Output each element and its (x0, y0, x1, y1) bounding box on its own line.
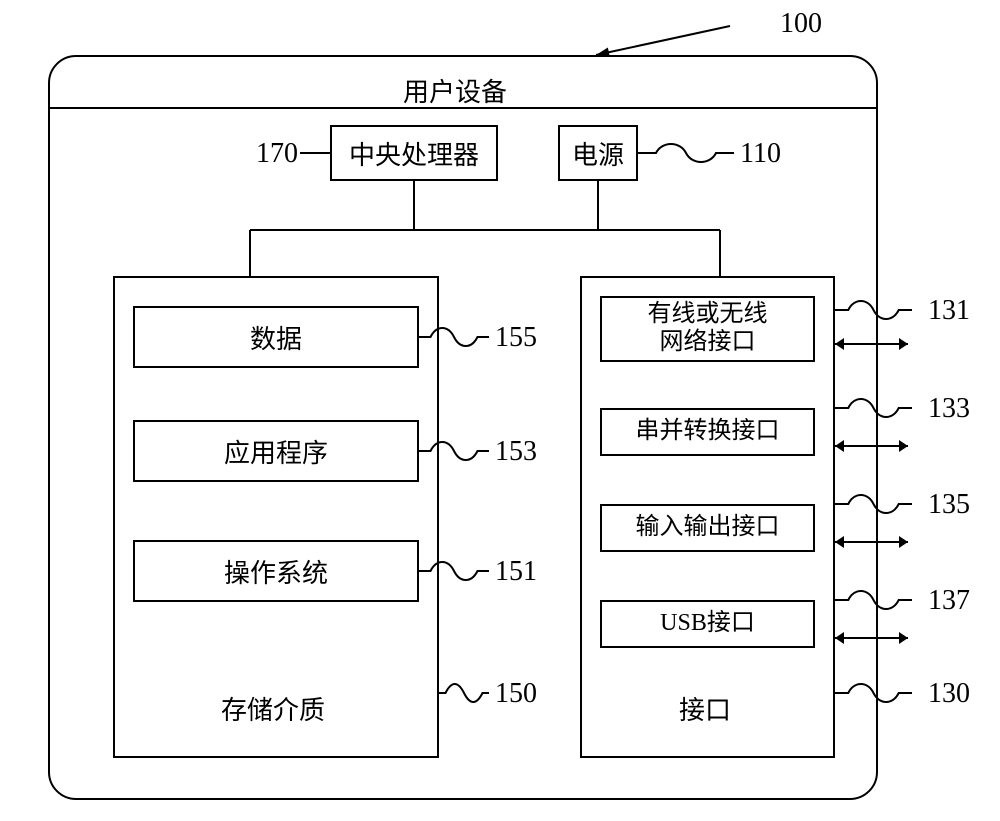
data-label: 数据 (250, 319, 302, 356)
storage-footer-label: 存储介质 (221, 690, 325, 727)
ref-137: 137 (928, 585, 970, 617)
ref-100: 100 (780, 8, 822, 40)
cpu-label: 中央处理器 (349, 135, 479, 172)
ref-150: 150 (495, 678, 537, 710)
usb-iface-box: USB接口 (600, 600, 815, 648)
power-label: 电源 (572, 135, 624, 172)
device-title: 用户设备 (403, 72, 507, 109)
data-box: 数据 (133, 306, 419, 368)
power-box: 电源 (558, 125, 638, 181)
app-label: 应用程序 (224, 433, 328, 470)
os-label: 操作系统 (224, 553, 328, 590)
ref-130: 130 (928, 678, 970, 710)
network-iface-label: 有线或无线网络接口 (648, 301, 768, 356)
serial-parallel-label: 串并转换接口 (636, 418, 780, 446)
ref-133: 133 (928, 393, 970, 425)
io-iface-box: 输入输出接口 (600, 504, 815, 552)
network-iface-box: 有线或无线网络接口 (600, 296, 815, 362)
ref-131: 131 (928, 295, 970, 327)
ref-170: 170 (256, 138, 298, 170)
ref-110: 110 (740, 138, 781, 170)
io-iface-label: 输入输出接口 (636, 514, 780, 542)
interface-footer-label: 接口 (679, 690, 731, 727)
ref-135: 135 (928, 489, 970, 521)
ref-155: 155 (495, 322, 537, 354)
app-box: 应用程序 (133, 420, 419, 482)
serial-parallel-box: 串并转换接口 (600, 408, 815, 456)
ref-153: 153 (495, 436, 537, 468)
cpu-box: 中央处理器 (330, 125, 498, 181)
ref-151: 151 (495, 556, 537, 588)
os-box: 操作系统 (133, 540, 419, 602)
usb-iface-label: USB接口 (660, 610, 755, 638)
